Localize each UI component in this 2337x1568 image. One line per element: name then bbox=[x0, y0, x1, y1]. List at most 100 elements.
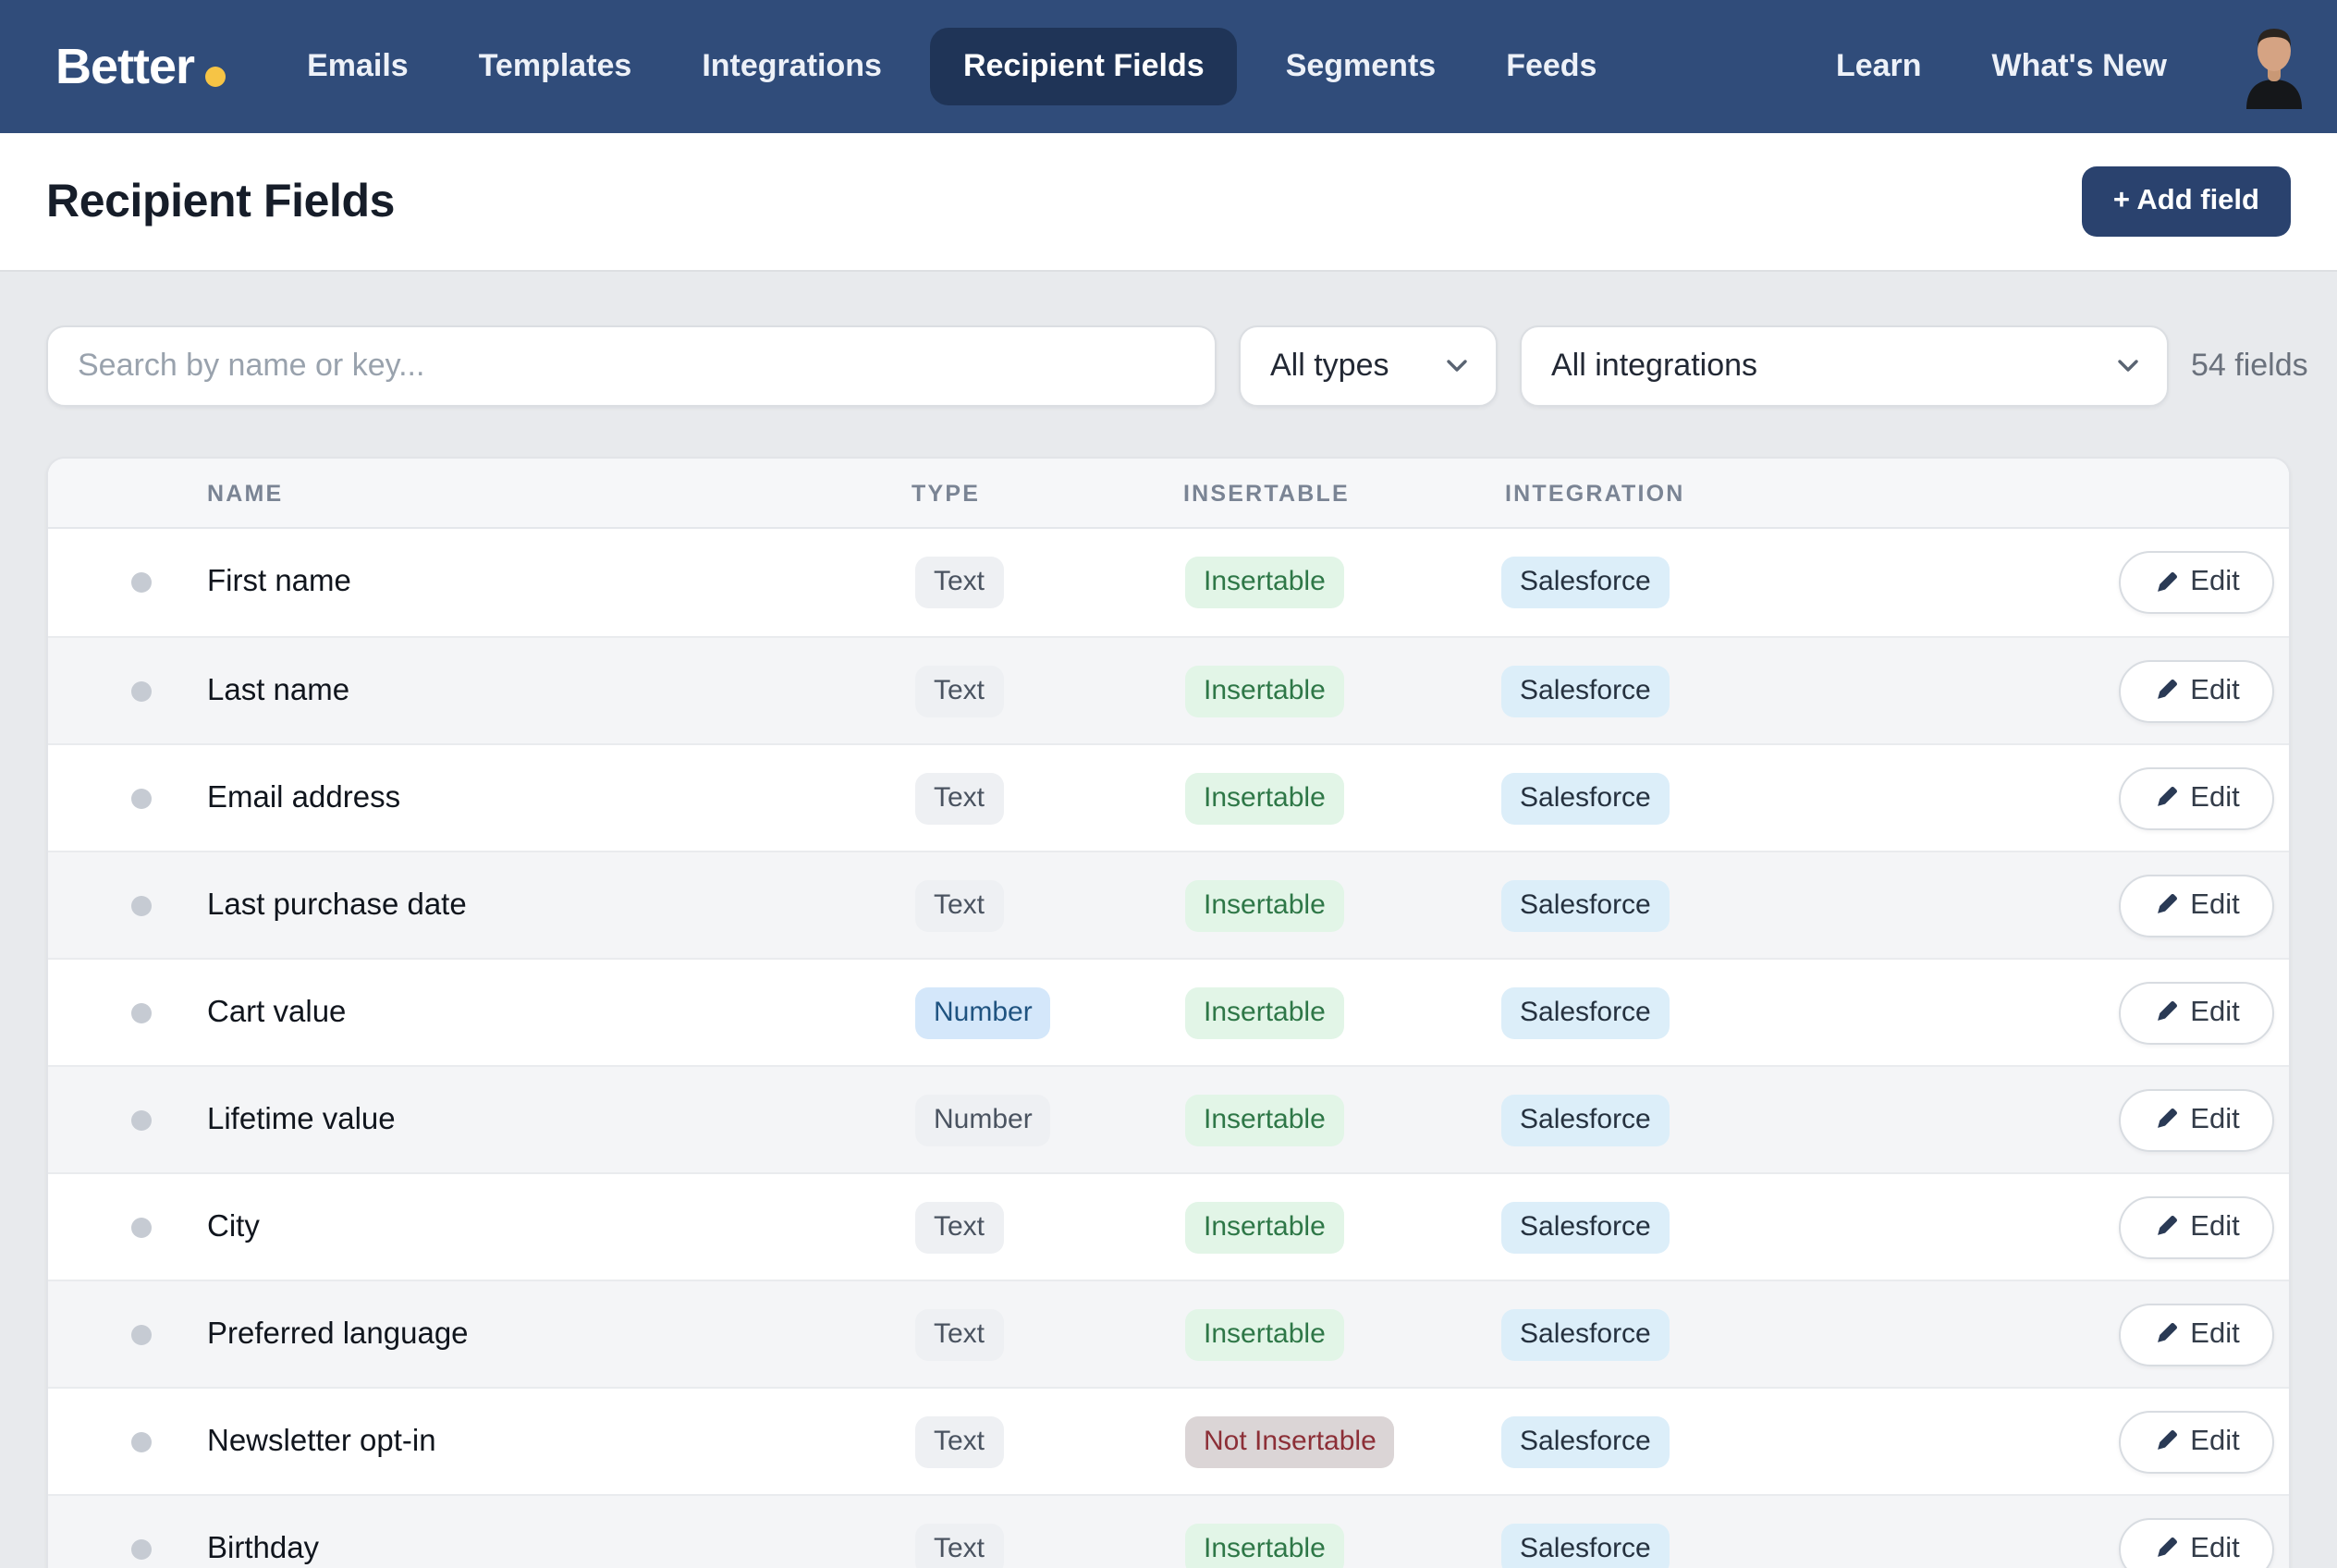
filter-bar: All types All integrations 54 fields bbox=[46, 325, 2308, 407]
nav-item-emails[interactable]: Emails bbox=[307, 48, 409, 83]
more-button[interactable] bbox=[2285, 889, 2291, 921]
field-name: Last purchase date bbox=[207, 888, 467, 921]
more-button[interactable] bbox=[2285, 1533, 2289, 1564]
chevron-down-icon bbox=[2118, 360, 2138, 372]
insertable-badge: Insertable bbox=[1185, 986, 1344, 1038]
drag-handle-icon[interactable] bbox=[131, 1538, 152, 1559]
pencil-icon bbox=[2157, 1109, 2177, 1128]
more-button[interactable] bbox=[2285, 1318, 2291, 1350]
nav-item-recipient-fields[interactable]: Recipient Fields bbox=[929, 28, 1238, 105]
type-badge: Text bbox=[915, 1308, 1004, 1360]
field-name: Email address bbox=[207, 780, 401, 814]
edit-button[interactable]: Edit bbox=[2119, 981, 2274, 1044]
field-name: Birthday bbox=[207, 1531, 320, 1564]
drag-handle-icon[interactable] bbox=[131, 1217, 152, 1237]
ellipsis-icon bbox=[2289, 1115, 2291, 1124]
ellipsis-icon bbox=[2289, 793, 2291, 802]
page-header: Recipient Fields + Add field bbox=[0, 133, 2337, 270]
integration-filter-select[interactable]: All integrations bbox=[1520, 325, 2169, 407]
pencil-icon bbox=[2157, 680, 2177, 699]
column-header-name: NAME bbox=[207, 480, 284, 506]
drag-handle-icon[interactable] bbox=[131, 1109, 152, 1130]
field-name: Lifetime value bbox=[207, 1102, 396, 1135]
nav-item-templates[interactable]: Templates bbox=[478, 48, 632, 83]
edit-button[interactable]: Edit bbox=[2119, 1195, 2274, 1258]
drag-handle-icon[interactable] bbox=[131, 895, 152, 915]
edit-label: Edit bbox=[2190, 781, 2240, 813]
search-input[interactable] bbox=[46, 325, 1217, 407]
integration-badge: Salesforce bbox=[1501, 879, 1670, 931]
ellipsis-icon bbox=[2289, 1329, 2291, 1339]
edit-button[interactable]: Edit bbox=[2119, 1303, 2274, 1366]
ellipsis-icon bbox=[2289, 900, 2291, 910]
drag-handle-icon[interactable] bbox=[131, 680, 152, 701]
table-row: Newsletter opt-in Text Not Insertable Sa… bbox=[48, 1387, 2289, 1494]
field-name: Preferred language bbox=[207, 1317, 469, 1350]
pencil-icon bbox=[2157, 894, 2177, 913]
type-badge: Text bbox=[915, 879, 1004, 931]
edit-label: Edit bbox=[2190, 1210, 2240, 1242]
nav-item-what-s-new[interactable]: What's New bbox=[1991, 48, 2167, 83]
recipient-fields-table: NAME TYPE INSERTABLE INTEGRATION First n… bbox=[46, 457, 2291, 1568]
more-button[interactable] bbox=[2285, 1211, 2289, 1243]
edit-label: Edit bbox=[2190, 996, 2240, 1027]
integration-badge: Salesforce bbox=[1501, 665, 1670, 717]
nav-item-integrations[interactable]: Integrations bbox=[702, 48, 882, 83]
pencil-icon bbox=[2157, 1537, 2177, 1557]
drag-handle-icon[interactable] bbox=[131, 572, 152, 593]
more-button[interactable] bbox=[2285, 997, 2289, 1028]
pencil-icon bbox=[2157, 1216, 2177, 1235]
more-button[interactable] bbox=[2285, 675, 2289, 706]
pencil-icon bbox=[2157, 571, 2177, 591]
drag-handle-icon[interactable] bbox=[131, 788, 152, 808]
field-name: City bbox=[207, 1209, 260, 1243]
add-field-button[interactable]: + Add field bbox=[2081, 166, 2291, 237]
drag-handle-icon[interactable] bbox=[131, 1431, 152, 1452]
drag-handle-icon[interactable] bbox=[131, 1324, 152, 1344]
type-badge: Text bbox=[915, 1415, 1004, 1467]
more-button[interactable] bbox=[2285, 782, 2291, 814]
insertable-badge: Insertable bbox=[1185, 1523, 1344, 1568]
brand-name: Better bbox=[55, 38, 195, 93]
type-badge: Text bbox=[915, 557, 1004, 608]
edit-label: Edit bbox=[2190, 1425, 2240, 1456]
type-badge: Text bbox=[915, 1523, 1004, 1568]
edit-label: Edit bbox=[2190, 1103, 2240, 1134]
insertable-badge: Insertable bbox=[1185, 557, 1344, 608]
edit-button[interactable]: Edit bbox=[2119, 1410, 2274, 1473]
more-button[interactable] bbox=[2285, 1426, 2289, 1457]
type-filter-select[interactable]: All types bbox=[1239, 325, 1498, 407]
more-button[interactable] bbox=[2285, 567, 2289, 598]
field-count: 54 fields bbox=[2191, 348, 2308, 383]
more-button[interactable] bbox=[2285, 1104, 2291, 1135]
type-badge: Text bbox=[915, 772, 1004, 824]
edit-label: Edit bbox=[2190, 1532, 2240, 1563]
edit-button[interactable]: Edit bbox=[2119, 659, 2274, 722]
brand-logo[interactable]: Better bbox=[55, 38, 226, 95]
insertable-badge: Not Insertable bbox=[1185, 1415, 1395, 1467]
integration-badge: Salesforce bbox=[1501, 1308, 1670, 1360]
table-row: City Text Insertable Salesforce Edit bbox=[48, 1172, 2289, 1280]
drag-handle-icon[interactable] bbox=[131, 1002, 152, 1023]
pencil-icon bbox=[2157, 1323, 2177, 1342]
field-name: Last name bbox=[207, 673, 350, 706]
edit-button[interactable]: Edit bbox=[2119, 766, 2274, 829]
pencil-icon bbox=[2157, 1430, 2177, 1450]
insertable-badge: Insertable bbox=[1185, 665, 1344, 717]
table-row: Last purchase date Text Insertable Sales… bbox=[48, 851, 2289, 958]
edit-button[interactable]: Edit bbox=[2119, 874, 2274, 937]
nav-item-feeds[interactable]: Feeds bbox=[1506, 48, 1597, 83]
insertable-badge: Insertable bbox=[1185, 1308, 1344, 1360]
edit-button[interactable]: Edit bbox=[2119, 1517, 2274, 1568]
edit-button[interactable]: Edit bbox=[2119, 551, 2274, 614]
integration-badge: Salesforce bbox=[1501, 1094, 1670, 1145]
nav-item-learn[interactable]: Learn bbox=[1835, 48, 1922, 83]
user-avatar[interactable] bbox=[2237, 24, 2311, 109]
integration-badge: Salesforce bbox=[1501, 1201, 1670, 1253]
brand-dot-icon bbox=[205, 66, 226, 86]
nav-item-segments[interactable]: Segments bbox=[1285, 48, 1437, 83]
insertable-badge: Insertable bbox=[1185, 1201, 1344, 1253]
edit-button[interactable]: Edit bbox=[2119, 1088, 2274, 1151]
table-row: Lifetime value Number Insertable Salesfo… bbox=[48, 1065, 2289, 1172]
